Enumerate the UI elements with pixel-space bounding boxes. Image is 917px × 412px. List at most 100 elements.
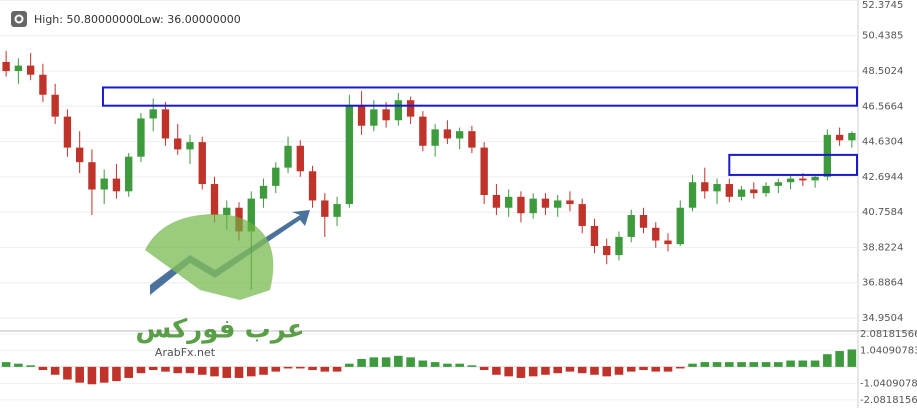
watermark-arabic: عرب فوركس	[135, 315, 304, 345]
settings-button[interactable]	[11, 11, 27, 27]
macd-bar	[455, 363, 464, 367]
candle-body	[333, 204, 341, 217]
settings-icon	[14, 14, 24, 24]
macd-bar	[357, 358, 366, 367]
candle-body	[713, 184, 721, 192]
candle-body	[284, 145, 292, 168]
macd-bar	[161, 366, 170, 372]
macd-bar	[26, 365, 35, 367]
macd-bar	[148, 366, 158, 371]
candle-body	[370, 109, 378, 126]
candle-body	[652, 227, 660, 241]
candle-body	[51, 94, 59, 117]
y-tick-label: 52.3745	[862, 0, 903, 11]
macd-bar	[774, 362, 783, 367]
macd-tick-label: -1.04090783	[860, 378, 917, 389]
y-tick-label: 34.9504	[862, 313, 903, 324]
candle-body	[492, 194, 501, 208]
macd-tick-label: -2.08181566	[860, 395, 917, 406]
macd-bar	[602, 366, 612, 377]
macd-bar	[823, 354, 832, 367]
macd-bar	[1, 362, 11, 367]
watermark-map	[145, 214, 274, 300]
macd-bar	[87, 366, 97, 385]
candle-body	[676, 207, 684, 245]
candle-body	[848, 133, 856, 141]
plot-bg	[0, 0, 858, 408]
candle-body	[603, 246, 611, 256]
macd-bar	[197, 366, 207, 375]
macd-bar	[259, 366, 268, 375]
macd-bar	[577, 366, 587, 374]
watermark-site: ArabFx.net	[155, 346, 216, 359]
macd-bar	[443, 363, 452, 367]
macd-bar	[38, 366, 48, 371]
candle-body	[39, 74, 47, 95]
candle-body	[480, 147, 488, 195]
candle-body	[75, 147, 84, 163]
macd-bar	[369, 357, 379, 367]
y-tick-label: 44.6304	[862, 137, 903, 148]
candle-body	[247, 198, 255, 232]
macd-bar	[381, 357, 391, 367]
candle-body	[688, 182, 697, 208]
candle-body	[186, 142, 194, 150]
candle-body	[566, 200, 574, 205]
candle-body	[455, 131, 464, 139]
y-tick-label: 38.8224	[862, 242, 903, 253]
macd-bar	[504, 366, 513, 377]
candle-body	[627, 215, 635, 237]
candle-body	[357, 105, 366, 126]
macd-bar	[75, 366, 84, 383]
macd-bar	[63, 366, 72, 380]
macd-bar	[99, 366, 109, 383]
y-tick-label: 42.6944	[862, 172, 903, 183]
candle-body	[762, 185, 770, 194]
macd-bar	[222, 366, 232, 378]
candle-body	[664, 240, 672, 245]
y-tick-label: 36.8864	[862, 278, 903, 289]
macd-bar	[479, 366, 489, 371]
candle-body	[419, 116, 427, 146]
macd-bar	[394, 355, 403, 367]
macd-bar	[688, 363, 697, 367]
candle-body	[615, 236, 623, 256]
macd-bar	[271, 366, 281, 372]
candle-body	[468, 131, 476, 148]
candle-body	[100, 178, 108, 190]
candle-body	[382, 109, 390, 121]
candle-body	[137, 118, 145, 157]
candle-body	[578, 204, 586, 226]
candle-body	[308, 171, 317, 201]
macd-tick-label: 2.08181566	[860, 329, 917, 340]
candle-body	[259, 185, 268, 199]
macd-bar	[345, 363, 354, 367]
candle-body	[786, 178, 795, 183]
candle-body	[321, 200, 329, 217]
zone-box	[101, 86, 858, 107]
macd-bar	[639, 366, 648, 371]
candle-body	[26, 65, 35, 75]
candle-body	[541, 198, 550, 208]
candle-body	[517, 196, 525, 214]
macd-bar	[541, 366, 550, 375]
macd-bar	[308, 366, 317, 371]
candle-body	[590, 225, 599, 246]
header: High: 50.80000000 Low: 36.00000000	[8, 8, 241, 30]
macd-bar	[14, 363, 23, 367]
macd-bar	[651, 366, 661, 372]
candle-body	[174, 138, 182, 150]
y-tick-label: 50.4385	[862, 31, 903, 42]
macd-bar	[50, 366, 60, 375]
candle-body	[198, 142, 206, 185]
macd-bar	[296, 366, 305, 369]
macd-bar	[590, 366, 599, 375]
macd-bar	[246, 366, 256, 377]
macd-bar	[185, 366, 195, 374]
macd-bar	[430, 362, 440, 367]
macd-bar	[565, 366, 575, 372]
candle-body	[774, 182, 783, 186]
candle-body	[431, 129, 439, 146]
